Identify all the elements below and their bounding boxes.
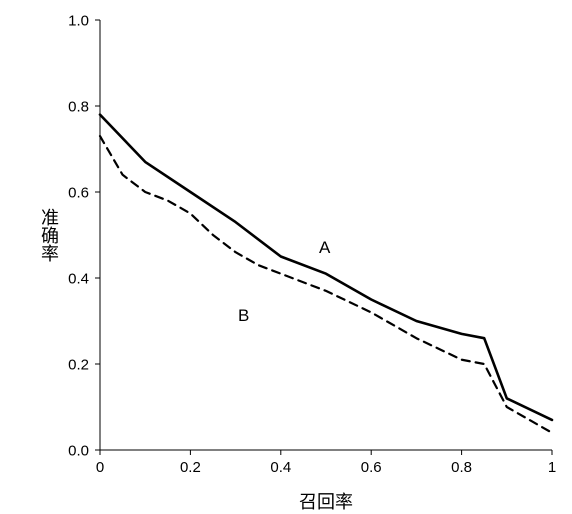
x-tick-label: 0.2 [180,459,201,476]
chart-container: 0 0.2 0.4 0.6 0.8 1 0.0 0.2 0.4 0.6 0.8 1.0 准确率 召回率… [0,0,572,513]
y-tick-label: 0.2 [68,356,89,373]
y-axis-label: 准确率 [36,208,62,262]
series-line-a [100,115,552,420]
x-tick-label: 1 [548,459,556,476]
x-tick-label: 0 [96,459,104,476]
series-line-b [100,136,552,433]
series-label-b: B [238,306,249,326]
y-tick-label: 0.4 [68,270,89,287]
y-tick-label: 0.0 [68,442,89,459]
x-tick-label: 0.8 [451,459,472,476]
pr-chart-svg: 0 0.2 0.4 0.6 0.8 1 0.0 0.2 0.4 0.6 0.8 1.0 [0,0,572,513]
x-tick-label: 0.6 [361,459,382,476]
y-tick-label: 0.8 [68,98,89,115]
x-axis-label: 召回率 [299,488,353,514]
series-label-a: A [319,238,330,258]
y-tick-label: 1.0 [68,12,89,29]
x-tick-label: 0.4 [270,459,291,476]
y-tick-label: 0.6 [68,184,89,201]
